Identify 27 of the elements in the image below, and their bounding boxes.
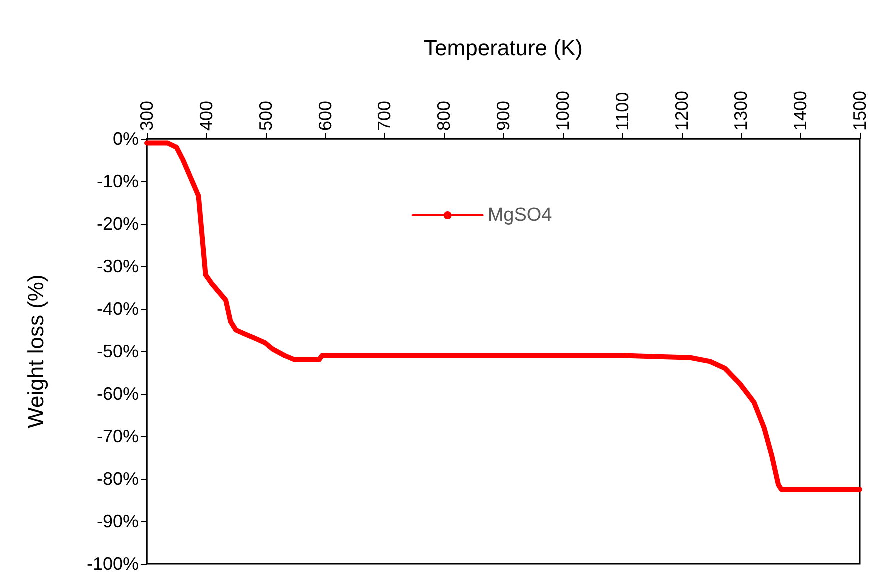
y-tick-label: -10% xyxy=(96,172,139,192)
x-tick-label: 400 xyxy=(196,100,216,131)
x-tick-label: 900 xyxy=(494,100,514,131)
y-tick-label: 0% xyxy=(112,129,139,149)
y-tick-label: -20% xyxy=(96,214,139,234)
x-tick-label: 1100 xyxy=(612,92,632,131)
x-tick-label: 1000 xyxy=(552,90,573,131)
x-tick-label: 800 xyxy=(434,100,454,131)
x-tick-label: 500 xyxy=(256,100,276,131)
y-tick-label: -40% xyxy=(96,299,139,319)
y-tick-label: -50% xyxy=(96,342,139,362)
y-tick-label: -70% xyxy=(96,426,139,446)
x-tick-label: 700 xyxy=(374,100,395,131)
x-tick-label: 300 xyxy=(137,100,157,131)
x-axis-title: Temperature (K) xyxy=(424,36,583,60)
y-tick-label: -30% xyxy=(96,256,139,276)
y-tick-label: -90% xyxy=(96,512,139,532)
x-tick-label: 600 xyxy=(315,100,336,131)
y-tick-label: -80% xyxy=(96,469,139,489)
legend-label: MgSO4 xyxy=(488,205,553,226)
x-tick-label: 1500 xyxy=(850,90,870,131)
x-tick-label: 1400 xyxy=(790,90,811,131)
y-tick-label: -100% xyxy=(86,554,139,574)
x-tick-label: 1200 xyxy=(672,90,692,131)
x-tick-label: 1300 xyxy=(731,90,752,131)
y-tick-label: -60% xyxy=(96,384,139,404)
y-axis-title: Weight loss (%) xyxy=(24,274,48,428)
